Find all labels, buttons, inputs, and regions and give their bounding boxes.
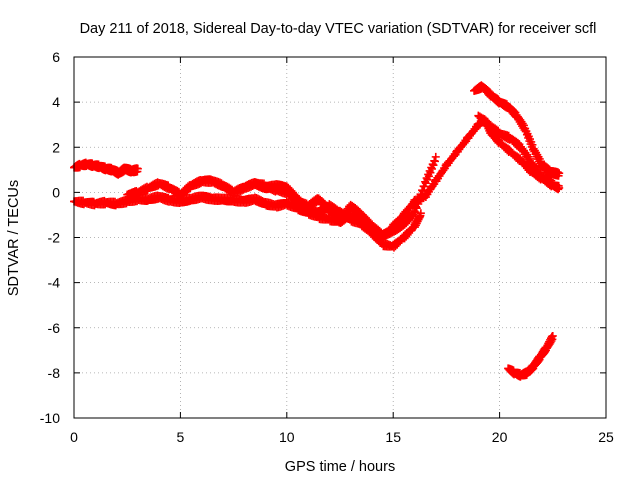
series xyxy=(504,331,557,381)
y-tick-label: -4 xyxy=(48,275,61,291)
series xyxy=(474,111,557,189)
x-tick-labels: 0 5 10 15 20 25 xyxy=(70,429,614,445)
data-point xyxy=(555,183,564,192)
data-point xyxy=(431,152,440,161)
y-tick-label: 0 xyxy=(52,184,60,200)
data-point xyxy=(548,178,557,187)
data-point xyxy=(416,209,425,218)
y-tick-label: 2 xyxy=(52,139,60,155)
series xyxy=(70,158,142,179)
x-tick-label: 15 xyxy=(385,429,401,445)
x-tick-label: 25 xyxy=(598,429,614,445)
grid xyxy=(74,57,606,418)
y-tick-label: -2 xyxy=(48,230,61,246)
x-tick-label: 20 xyxy=(492,429,508,445)
series xyxy=(250,152,440,241)
y-tick-label: 6 xyxy=(52,49,60,65)
data-point xyxy=(555,169,564,178)
data-point xyxy=(548,331,557,340)
data-point xyxy=(133,164,142,173)
series xyxy=(470,81,564,180)
chart-title: Day 211 of 2018, Sidereal Day-to-day VTE… xyxy=(80,21,597,37)
x-tick-label: 0 xyxy=(70,429,78,445)
y-tick-label: -10 xyxy=(40,410,60,426)
y-tick-label: -8 xyxy=(48,365,61,381)
x-axis-label: GPS time / hours xyxy=(285,459,395,475)
y-tick-labels: -10 -8 -6 -4 -2 0 2 4 6 xyxy=(40,49,60,426)
y-axis-label: SDTVAR / TECUs xyxy=(6,180,22,296)
axis-ticks xyxy=(73,56,607,419)
x-tick-label: 10 xyxy=(279,429,295,445)
y-tick-label: -6 xyxy=(48,320,61,336)
y-tick-label: 4 xyxy=(52,94,60,110)
series xyxy=(70,115,564,243)
x-tick-label: 5 xyxy=(177,429,185,445)
data-points xyxy=(70,81,564,381)
